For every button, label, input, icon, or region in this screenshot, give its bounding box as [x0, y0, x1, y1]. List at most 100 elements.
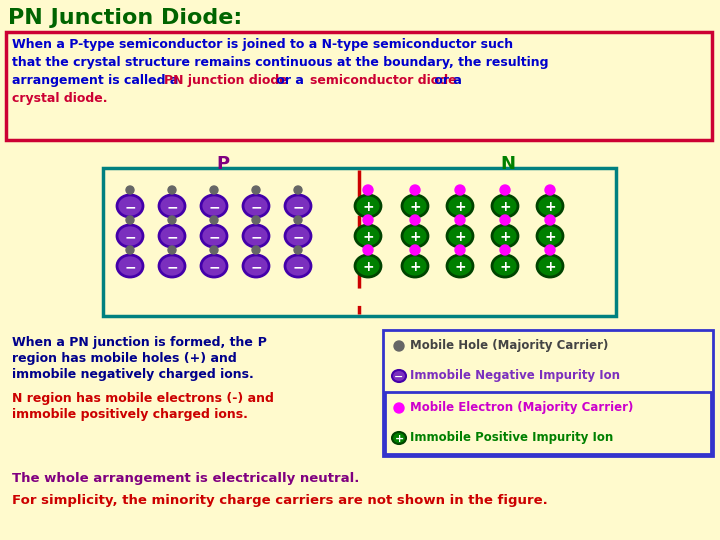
Circle shape [294, 186, 302, 194]
Circle shape [210, 246, 218, 254]
Text: semiconductor diode: semiconductor diode [310, 74, 456, 87]
Ellipse shape [355, 225, 381, 247]
Text: +: + [454, 230, 466, 244]
Text: region has mobile holes (+) and: region has mobile holes (+) and [12, 352, 237, 365]
Text: PN junction diode: PN junction diode [164, 74, 288, 87]
Text: arrangement is called a: arrangement is called a [12, 74, 183, 87]
Circle shape [294, 246, 302, 254]
Circle shape [500, 185, 510, 195]
Ellipse shape [355, 195, 381, 217]
Text: or a: or a [430, 74, 462, 87]
Ellipse shape [402, 225, 428, 247]
Ellipse shape [159, 195, 185, 217]
Ellipse shape [355, 255, 381, 277]
Text: −: − [395, 372, 404, 382]
Ellipse shape [117, 195, 143, 217]
Text: −: − [250, 260, 262, 274]
FancyBboxPatch shape [385, 392, 711, 454]
Circle shape [252, 216, 260, 224]
Circle shape [252, 186, 260, 194]
Ellipse shape [117, 255, 143, 277]
Text: +: + [395, 434, 404, 444]
Text: For simplicity, the minority charge carriers are not shown in the figure.: For simplicity, the minority charge carr… [12, 494, 548, 507]
Text: −: − [208, 260, 220, 274]
Ellipse shape [243, 225, 269, 247]
Text: +: + [544, 200, 556, 214]
Text: −: − [250, 200, 262, 214]
Ellipse shape [201, 195, 227, 217]
Ellipse shape [285, 225, 311, 247]
Text: +: + [362, 230, 374, 244]
Circle shape [363, 245, 373, 255]
Text: +: + [499, 200, 510, 214]
Text: crystal diode.: crystal diode. [12, 92, 107, 105]
Text: +: + [499, 260, 510, 274]
Circle shape [545, 245, 555, 255]
Ellipse shape [447, 225, 473, 247]
Text: +: + [454, 260, 466, 274]
FancyBboxPatch shape [6, 32, 712, 140]
Circle shape [410, 185, 420, 195]
Text: −: − [292, 200, 304, 214]
Text: N: N [500, 155, 516, 173]
Circle shape [294, 216, 302, 224]
Text: −: − [166, 260, 178, 274]
Text: +: + [454, 200, 466, 214]
FancyBboxPatch shape [383, 330, 713, 456]
Text: −: − [250, 230, 262, 244]
Ellipse shape [537, 255, 563, 277]
Text: Immobile Positive Impurity Ion: Immobile Positive Impurity Ion [410, 431, 613, 444]
Circle shape [363, 215, 373, 225]
Text: The whole arrangement is electrically neutral.: The whole arrangement is electrically ne… [12, 472, 359, 485]
Text: P: P [249, 336, 267, 349]
Text: −: − [124, 230, 136, 244]
Circle shape [210, 186, 218, 194]
Ellipse shape [159, 225, 185, 247]
Ellipse shape [117, 225, 143, 247]
Text: −: − [166, 200, 178, 214]
Text: immobile negatively charged ions.: immobile negatively charged ions. [12, 368, 253, 381]
Text: PN Junction Diode:: PN Junction Diode: [8, 8, 242, 28]
Text: +: + [544, 260, 556, 274]
Circle shape [126, 246, 134, 254]
Text: When a P-type semiconductor is joined to a N-type semiconductor such: When a P-type semiconductor is joined to… [12, 38, 513, 51]
Text: −: − [208, 230, 220, 244]
Text: that the crystal structure remains continuous at the boundary, the resulting: that the crystal structure remains conti… [12, 56, 549, 69]
Ellipse shape [392, 432, 406, 444]
Circle shape [545, 215, 555, 225]
Text: When a PN junction is formed, the: When a PN junction is formed, the [12, 336, 253, 349]
Ellipse shape [392, 370, 406, 382]
Circle shape [455, 245, 465, 255]
Ellipse shape [492, 255, 518, 277]
Text: −: − [166, 230, 178, 244]
Circle shape [126, 216, 134, 224]
Circle shape [500, 245, 510, 255]
Text: Mobile Electron (Majority Carrier): Mobile Electron (Majority Carrier) [410, 402, 634, 415]
Circle shape [363, 185, 373, 195]
Ellipse shape [201, 225, 227, 247]
Text: or a: or a [272, 74, 308, 87]
Circle shape [455, 185, 465, 195]
Text: N region has mobile electrons (-) and: N region has mobile electrons (-) and [12, 392, 274, 405]
FancyBboxPatch shape [103, 168, 616, 316]
Ellipse shape [201, 255, 227, 277]
Circle shape [210, 216, 218, 224]
Circle shape [394, 403, 404, 413]
Text: +: + [409, 260, 420, 274]
Circle shape [545, 185, 555, 195]
Ellipse shape [243, 195, 269, 217]
Text: immobile positively charged ions.: immobile positively charged ions. [12, 408, 248, 421]
Text: P: P [217, 155, 230, 173]
Circle shape [455, 215, 465, 225]
Text: Immobile Negative Impurity Ion: Immobile Negative Impurity Ion [410, 369, 620, 382]
Text: −: − [208, 200, 220, 214]
Ellipse shape [285, 195, 311, 217]
Text: −: − [292, 260, 304, 274]
Circle shape [410, 215, 420, 225]
Text: +: + [362, 260, 374, 274]
Ellipse shape [447, 195, 473, 217]
Ellipse shape [159, 255, 185, 277]
Text: −: − [124, 200, 136, 214]
Circle shape [168, 186, 176, 194]
Text: +: + [409, 230, 420, 244]
